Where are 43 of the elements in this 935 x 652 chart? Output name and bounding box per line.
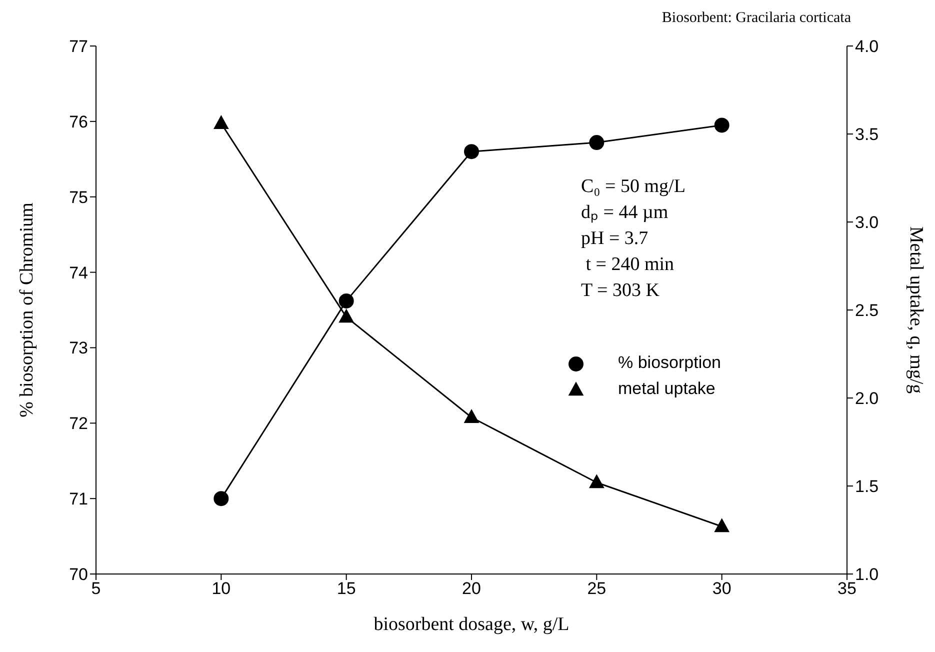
y2-tick-label: 3.5 xyxy=(855,125,879,144)
point xyxy=(714,518,730,532)
y-tick-label: 72 xyxy=(69,414,88,434)
point xyxy=(714,118,730,133)
y-axis-title: % biosorption of Chromium xyxy=(16,202,38,418)
y-tick-label: 71 xyxy=(69,490,88,509)
y2-tick-label: 4.0 xyxy=(855,37,879,56)
x-tick-label: 35 xyxy=(838,579,856,598)
annotation: dₚ = 44 µm xyxy=(581,201,670,225)
x-axis-title: biosorbent dosage, w, g/L xyxy=(374,614,570,635)
point xyxy=(213,115,229,130)
x-tick-label: 20 xyxy=(462,579,481,598)
y-tick-label: 76 xyxy=(69,112,88,132)
legend-label: % biosorption xyxy=(618,353,722,373)
y-tick-label: 77 xyxy=(69,37,88,56)
point xyxy=(589,135,604,150)
y2-tick-label: 2.5 xyxy=(855,301,879,320)
x-tick-label: 10 xyxy=(212,579,231,598)
x-tick-label: 30 xyxy=(712,579,732,598)
point xyxy=(588,474,604,488)
y2-tick-label: 1.0 xyxy=(855,565,879,584)
y-tick-label: 73 xyxy=(69,338,88,358)
point xyxy=(464,144,479,160)
text: Biosorbent: Gracilaria corticata xyxy=(662,10,851,27)
annotation: T = 303 K xyxy=(581,279,660,303)
point xyxy=(464,408,480,423)
point xyxy=(214,491,229,506)
y-tick-label: 74 xyxy=(69,263,88,282)
annotation: C₀ = 50 mg/L xyxy=(581,175,686,199)
x-tick-label: 15 xyxy=(336,579,356,598)
x-tick-label: 25 xyxy=(587,579,606,598)
legend-label: metal uptake xyxy=(618,379,716,399)
y2-tick-label: 2.0 xyxy=(855,389,879,408)
y2-tick-label: 3.0 xyxy=(855,213,879,232)
annotation: pH = 3.7 xyxy=(581,227,650,251)
point xyxy=(338,293,354,308)
point xyxy=(338,308,354,323)
annotation: t = 240 min xyxy=(584,253,676,277)
y2-tick-label: 1.5 xyxy=(855,477,879,496)
y2-axis-title: Metal uptake, q, mg/g xyxy=(905,226,926,394)
y-tick-label: 75 xyxy=(69,188,88,207)
x-tick-label: 5 xyxy=(91,579,101,598)
y-tick-label: 70 xyxy=(69,565,88,584)
